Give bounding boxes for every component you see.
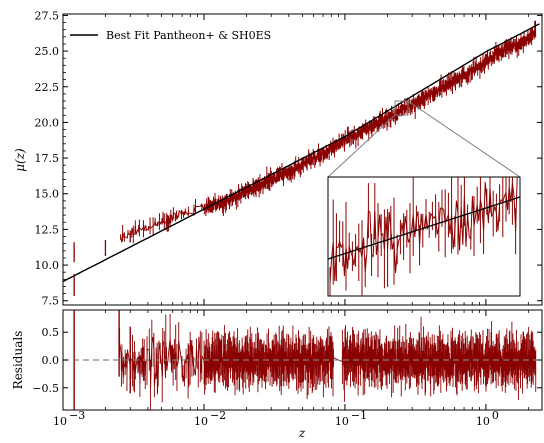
residuals-plot-frame: [62, 309, 543, 411]
main-fit-layer: [63, 23, 540, 283]
y-tick-label: 22.5: [35, 81, 60, 94]
inset-frame: [327, 176, 521, 297]
zoom-connector-left: [327, 114, 396, 178]
y-tick-label: 10.0: [35, 259, 60, 272]
y-tick-label: 20.0: [35, 116, 60, 129]
x-tick-label: 10: [194, 415, 208, 428]
inset-data-layer: [329, 177, 518, 296]
y-tick-label: 25.0: [35, 45, 60, 58]
res-y-tick-label: 0.0: [42, 354, 60, 367]
zoom-connector-right: [407, 100, 521, 178]
y-tick-label: 17.5: [35, 152, 60, 165]
legend-entry-best-fit: Best Fit Pantheon+ & SH0ES: [106, 29, 271, 42]
x-tick-exponent: −1: [351, 409, 367, 422]
y-tick-label: 12.5: [35, 223, 60, 236]
residuals-panel: −0.50.00.5 10 −3 10 −2 10 −1 10 0 Residuals z: [11, 309, 543, 440]
x-tick-label: 10: [335, 415, 349, 428]
legend: Best Fit Pantheon+ & SH0ES: [70, 29, 271, 42]
res-y-tick-label: −0.5: [32, 382, 59, 395]
res-y-tick-label: 0.5: [42, 326, 60, 339]
residuals-y-ticks: −0.5 0.0 0.5: [32, 326, 542, 395]
inset-fit-line: [327, 196, 521, 260]
main-plot-frame: [62, 13, 543, 306]
inset-panel: [327, 100, 521, 297]
y-tick-label: 7.5: [42, 295, 60, 308]
x-tick-exponent: −3: [69, 409, 85, 422]
x-tick-label: 10: [476, 415, 490, 428]
main-y-ticks: 7.5 10.0 12.5 15.0 17.5 20.0 22.5 25.0 27.5: [35, 9, 542, 308]
y-tick-label: 27.5: [35, 9, 60, 22]
residuals-y-axis-label: Residuals: [11, 331, 25, 390]
x-tick-label: 10: [53, 415, 67, 428]
inset-plot-area: [328, 177, 520, 296]
x-axis-label: z: [298, 426, 306, 440]
y-tick-label: 15.0: [35, 188, 60, 201]
main-y-axis-label: μ(z): [13, 148, 27, 172]
best-fit-line: [63, 23, 540, 283]
zoom-source-box: [394, 100, 409, 116]
residuals-data-layer: [73, 310, 537, 410]
main-panel: 7.5 10.0 12.5 15.0 17.5 20.0 22.5 25.0 27.5 μ(z): [13, 9, 543, 308]
x-tick-exponent: −2: [210, 409, 226, 422]
x-tick-exponent: 0: [492, 409, 499, 422]
